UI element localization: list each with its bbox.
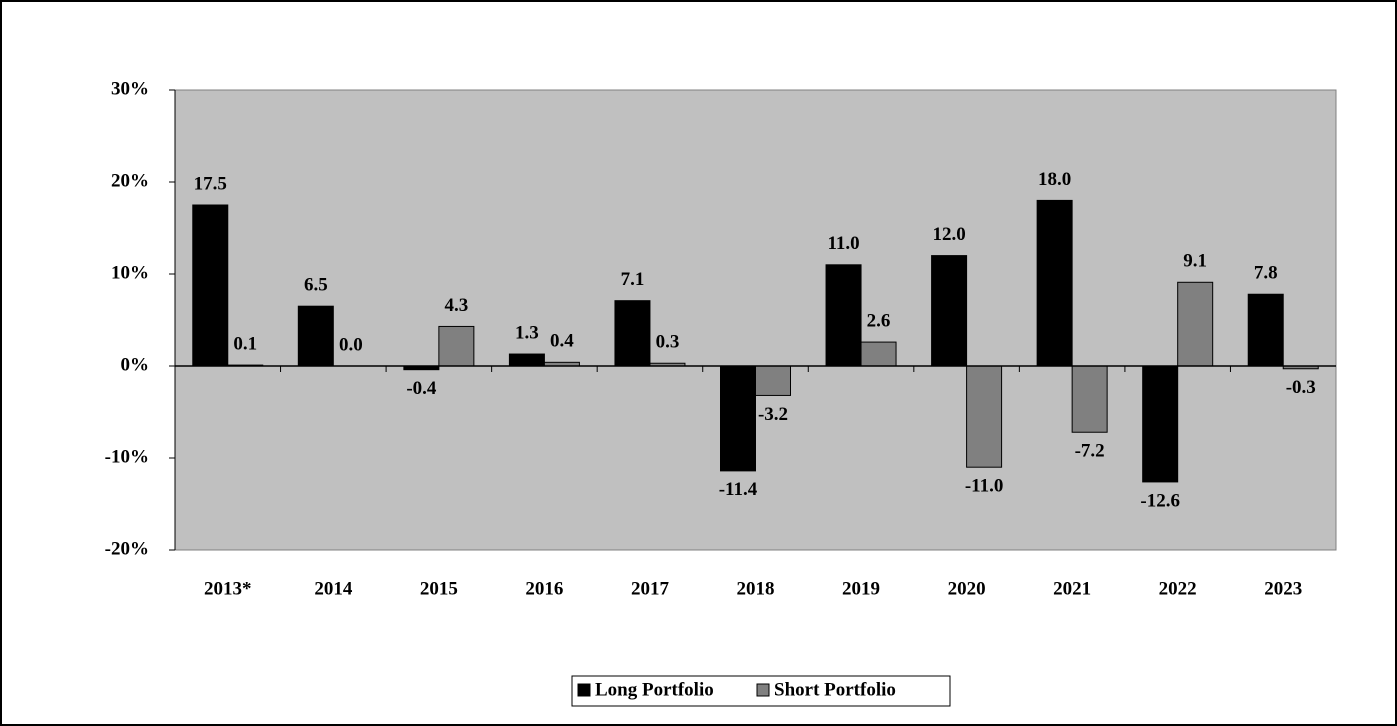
data-label: 18.0 [1038,169,1071,190]
data-label: 7.1 [621,269,645,290]
legend-label: Long Portfolio [595,679,714,700]
x-tick-label: 2015 [420,578,458,599]
legend-label: Short Portfolio [774,679,896,700]
data-label: 0.4 [550,331,574,352]
data-label: 7.8 [1254,263,1278,284]
bar [614,300,651,367]
x-tick-label: 2021 [1053,578,1091,599]
x-tick-label: 2020 [948,578,986,599]
x-tick-label: 2013* [204,578,252,599]
bar [860,341,897,367]
bar [192,204,229,367]
x-tick-label: 2022 [1159,578,1197,599]
bar [825,264,862,367]
data-label: 0.1 [233,333,257,354]
data-label: 12.0 [932,224,965,245]
bar [297,305,334,367]
bar [508,353,545,367]
bar [1071,365,1108,433]
data-label: -12.6 [1140,490,1180,511]
x-tick-label: 2014 [314,578,353,599]
x-tick-label: 2017 [631,578,670,599]
data-label: -11.0 [965,476,1004,497]
x-tick-label: 2018 [737,578,775,599]
data-label: -7.2 [1075,441,1105,462]
legend-swatch [577,683,591,697]
bar [438,325,475,367]
bar [1177,281,1214,367]
data-label: 1.3 [515,322,539,343]
bar [966,365,1003,468]
data-label: -11.4 [719,479,758,500]
y-tick-label: 0% [121,354,150,375]
data-label: -0.3 [1286,377,1316,398]
y-tick-label: -20% [105,538,149,559]
data-label: 6.5 [304,275,328,296]
data-label: -0.4 [406,378,437,399]
x-tick-label: 2019 [842,578,880,599]
bar [720,365,756,472]
bar [1036,199,1073,367]
y-tick-label: 30% [111,78,149,99]
data-label: 9.1 [1183,251,1207,272]
bar [931,255,968,367]
data-label: 0.3 [656,332,680,353]
x-tick-label: 2016 [525,578,563,599]
y-tick-label: 20% [111,170,149,191]
data-label: 17.5 [194,173,227,194]
bar [755,365,791,396]
data-label: 11.0 [827,233,859,254]
data-label: -3.2 [758,404,788,425]
legend-swatch [756,683,770,697]
x-tick-label: 2023 [1264,578,1302,599]
data-label: 0.0 [339,334,363,355]
data-label: 2.6 [867,310,891,331]
y-tick-label: -10% [105,446,149,467]
y-tick-label: 10% [111,262,149,283]
bar [1142,365,1179,483]
bar [1247,293,1284,367]
data-label: 4.3 [444,295,468,316]
